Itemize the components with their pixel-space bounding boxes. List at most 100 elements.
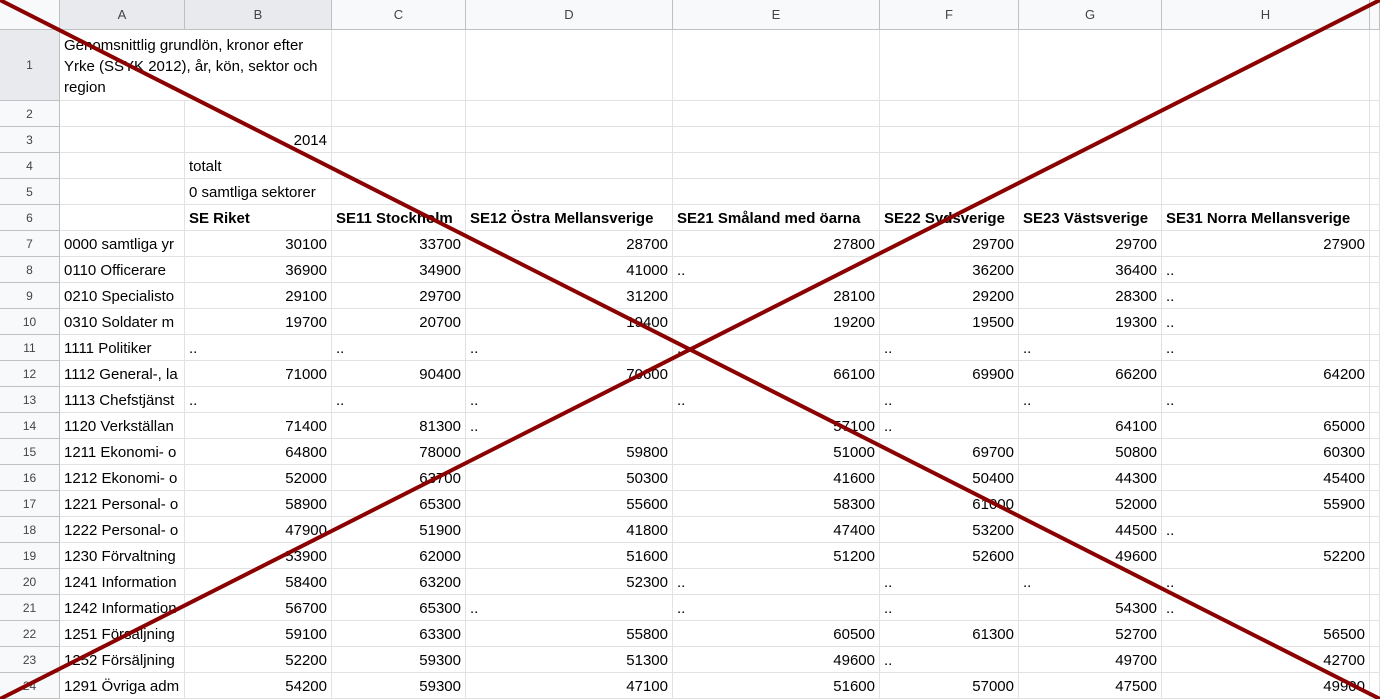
cell[interactable]: 41800 (466, 517, 673, 543)
cell[interactable]: 55900 (1162, 491, 1370, 517)
row-number[interactable]: 20 (0, 569, 60, 595)
cell[interactable]: .. (466, 413, 673, 439)
cell[interactable]: 19500 (880, 309, 1019, 335)
cell[interactable]: .. (466, 595, 673, 621)
cell[interactable]: 42700 (1162, 647, 1370, 673)
cell[interactable]: 19200 (673, 309, 880, 335)
cell[interactable]: .. (1162, 309, 1370, 335)
cell[interactable]: 62000 (332, 543, 466, 569)
cell[interactable]: 52200 (185, 647, 332, 673)
cell[interactable]: .. (880, 595, 1019, 621)
row-number[interactable]: 5 (0, 179, 60, 205)
cell[interactable]: 78000 (332, 439, 466, 465)
cell[interactable]: 64200 (1162, 361, 1370, 387)
cell[interactable]: 49600 (673, 647, 880, 673)
cell[interactable] (466, 101, 673, 127)
cell[interactable]: SE21 Småland med öarna (673, 205, 880, 231)
cell[interactable]: 20700 (332, 309, 466, 335)
cell[interactable]: 28100 (673, 283, 880, 309)
cell[interactable]: 34900 (332, 257, 466, 283)
cell[interactable]: 59300 (332, 647, 466, 673)
cell[interactable]: .. (1162, 257, 1370, 283)
cell[interactable]: .. (673, 569, 880, 595)
cell[interactable]: 33700 (332, 231, 466, 257)
row-number[interactable]: 8 (0, 257, 60, 283)
cell[interactable]: .. (1019, 387, 1162, 413)
cell[interactable] (60, 127, 185, 153)
column-header[interactable]: G (1019, 0, 1162, 30)
cell[interactable] (1019, 101, 1162, 127)
cell[interactable]: 63200 (332, 569, 466, 595)
column-header[interactable]: A (60, 0, 185, 30)
cell[interactable]: 1112 General-, la (60, 361, 185, 387)
cell[interactable]: 60500 (673, 621, 880, 647)
cell[interactable] (1162, 127, 1370, 153)
cell[interactable]: 45400 (1162, 465, 1370, 491)
cell[interactable]: 1211 Ekonomi- o (60, 439, 185, 465)
cell[interactable]: 59100 (185, 621, 332, 647)
cell[interactable]: 28700 (466, 231, 673, 257)
cell[interactable]: .. (1162, 569, 1370, 595)
cell[interactable] (673, 127, 880, 153)
cell[interactable]: 51000 (673, 439, 880, 465)
row-number[interactable]: 19 (0, 543, 60, 569)
cell[interactable]: SE23 Västsverige (1019, 205, 1162, 231)
cell[interactable]: .. (1162, 387, 1370, 413)
column-header[interactable]: E (673, 0, 880, 30)
cell[interactable]: 58300 (673, 491, 880, 517)
cell[interactable] (466, 179, 673, 205)
column-header[interactable]: C (332, 0, 466, 30)
cell[interactable] (1019, 127, 1162, 153)
cell[interactable]: 30100 (185, 231, 332, 257)
row-number[interactable]: 7 (0, 231, 60, 257)
cell[interactable]: 55800 (466, 621, 673, 647)
cell[interactable]: 1221 Personal- o (60, 491, 185, 517)
row-number[interactable]: 23 (0, 647, 60, 673)
cell[interactable]: 0310 Soldater m (60, 309, 185, 335)
cell[interactable]: .. (1162, 335, 1370, 361)
cell[interactable]: 69700 (880, 439, 1019, 465)
cell[interactable]: .. (673, 335, 880, 361)
cell[interactable]: 29700 (1019, 231, 1162, 257)
cell[interactable]: 1120 Verkställan (60, 413, 185, 439)
cell[interactable] (60, 205, 185, 231)
cell[interactable]: 54300 (1019, 595, 1162, 621)
cell[interactable]: .. (1162, 283, 1370, 309)
cell[interactable] (332, 153, 466, 179)
column-header[interactable]: B (185, 0, 332, 30)
cell[interactable]: 41600 (673, 465, 880, 491)
cell[interactable]: .. (332, 387, 466, 413)
cell[interactable]: 52700 (1019, 621, 1162, 647)
row-number[interactable]: 12 (0, 361, 60, 387)
cell[interactable] (332, 101, 466, 127)
cell[interactable]: 0210 Specialisto (60, 283, 185, 309)
cell[interactable]: .. (185, 387, 332, 413)
cell[interactable]: 81300 (332, 413, 466, 439)
cell[interactable]: 60300 (1162, 439, 1370, 465)
cell[interactable]: 1222 Personal- o (60, 517, 185, 543)
row-number[interactable]: 9 (0, 283, 60, 309)
cell[interactable]: .. (673, 257, 880, 283)
cell[interactable]: 52000 (1019, 491, 1162, 517)
cell[interactable]: 90400 (332, 361, 466, 387)
cell[interactable]: 55600 (466, 491, 673, 517)
cell[interactable]: .. (673, 387, 880, 413)
cell[interactable]: .. (332, 335, 466, 361)
cell[interactable] (880, 101, 1019, 127)
row-number[interactable]: 21 (0, 595, 60, 621)
cell[interactable] (332, 30, 466, 101)
cell[interactable]: 1251 Försäljning (60, 621, 185, 647)
row-number[interactable]: 22 (0, 621, 60, 647)
cell[interactable]: 41000 (466, 257, 673, 283)
cell[interactable] (60, 179, 185, 205)
cell[interactable]: 65300 (332, 491, 466, 517)
cell[interactable]: 1241 Information (60, 569, 185, 595)
row-number[interactable]: 17 (0, 491, 60, 517)
cell[interactable]: 1230 Förvaltning (60, 543, 185, 569)
row-number[interactable]: 2 (0, 101, 60, 127)
cell[interactable]: 0110 Officerare (60, 257, 185, 283)
cell[interactable]: 47400 (673, 517, 880, 543)
row-number[interactable]: 4 (0, 153, 60, 179)
cell[interactable] (1162, 101, 1370, 127)
cell[interactable]: 63300 (332, 621, 466, 647)
